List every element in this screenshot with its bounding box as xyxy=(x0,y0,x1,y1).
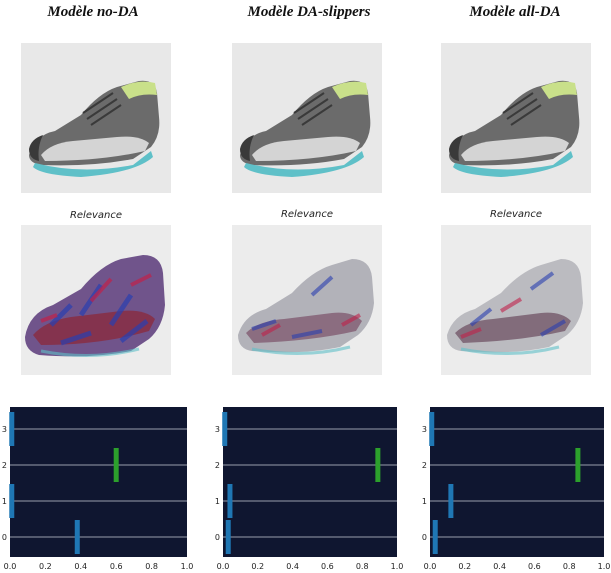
input-image-no-da xyxy=(21,43,171,193)
bar-1 xyxy=(448,484,454,518)
x-tick-label: 0.6 xyxy=(528,562,541,571)
x-tick-label: 0.4 xyxy=(493,562,506,571)
plot-area xyxy=(430,407,604,557)
x-tick-label: 0.0 xyxy=(4,562,17,571)
y-tick-label: 2 xyxy=(2,461,7,470)
x-tick-label: 0.2 xyxy=(251,562,264,571)
column-title-no-da: Modèle no-DA xyxy=(47,4,139,20)
x-tick-label: 0.8 xyxy=(563,562,576,571)
input-image-da-slippers xyxy=(232,43,382,193)
y-tick-label: 1 xyxy=(2,497,7,506)
y-tick-label: 0 xyxy=(2,533,7,542)
shoe-illustration xyxy=(441,43,591,193)
plot-area xyxy=(10,407,187,557)
prediction-chart-all-da: 0 1 2 3 0.0 0.2 0.4 0.6 0.8 1.0 xyxy=(422,407,611,571)
input-image-all-da xyxy=(441,43,591,193)
x-tick-label: 0.8 xyxy=(356,562,369,571)
bar-0 xyxy=(225,520,231,554)
relevance-label-all-da: Relevance xyxy=(489,209,543,220)
x-tick-label: 0.2 xyxy=(39,562,52,571)
x-tick-label: 0.2 xyxy=(458,562,471,571)
bar-0 xyxy=(74,520,80,554)
x-tick-label: 1.0 xyxy=(598,562,611,571)
x-tick-label: 0.8 xyxy=(145,562,158,571)
y-tick-label: 3 xyxy=(422,425,427,434)
bar-3 xyxy=(222,412,228,446)
x-tick-label: 0.4 xyxy=(286,562,299,571)
bar-3 xyxy=(9,412,15,446)
bar-1 xyxy=(227,484,233,518)
y-tick-label: 2 xyxy=(215,461,220,470)
x-tick-label: 0.6 xyxy=(110,562,123,571)
plot-area xyxy=(223,407,397,557)
relevance-map-no-da xyxy=(21,225,171,375)
y-tick-label: 3 xyxy=(2,425,7,434)
y-tick-label: 0 xyxy=(422,533,427,542)
bar-2 xyxy=(575,448,581,482)
relevance-label-da-slippers: Relevance xyxy=(280,209,334,220)
bar-3 xyxy=(429,412,435,446)
y-tick-label: 3 xyxy=(215,425,220,434)
column-title-da-slippers: Modèle DA-slippers xyxy=(247,4,371,20)
y-tick-label: 1 xyxy=(215,497,220,506)
relevance-map-da-slippers xyxy=(232,225,382,375)
relevance-label-no-da: Relevance xyxy=(69,210,123,221)
y-tick-label: 0 xyxy=(215,533,220,542)
bar-0 xyxy=(432,520,438,554)
bar-2 xyxy=(113,448,119,482)
prediction-chart-no-da: 0 1 2 3 0.0 0.2 0.4 0.6 0.8 1.0 xyxy=(2,407,194,571)
bar-1 xyxy=(9,484,15,518)
x-tick-label: 1.0 xyxy=(181,562,194,571)
y-tick-label: 2 xyxy=(422,461,427,470)
x-tick-label: 0.6 xyxy=(321,562,334,571)
shoe-illustration xyxy=(21,43,171,193)
x-tick-label: 0.0 xyxy=(424,562,437,571)
x-tick-label: 0.4 xyxy=(74,562,87,571)
prediction-chart-da-slippers: 0 1 2 3 0.0 0.2 0.4 0.6 0.8 1.0 xyxy=(215,407,404,571)
x-tick-label: 0.0 xyxy=(217,562,230,571)
y-tick-label: 1 xyxy=(422,497,427,506)
x-tick-label: 1.0 xyxy=(391,562,404,571)
shoe-illustration xyxy=(232,43,382,193)
bar-2 xyxy=(375,448,381,482)
relevance-map-all-da xyxy=(441,225,591,375)
column-title-all-da: Modèle all-DA xyxy=(469,4,561,20)
